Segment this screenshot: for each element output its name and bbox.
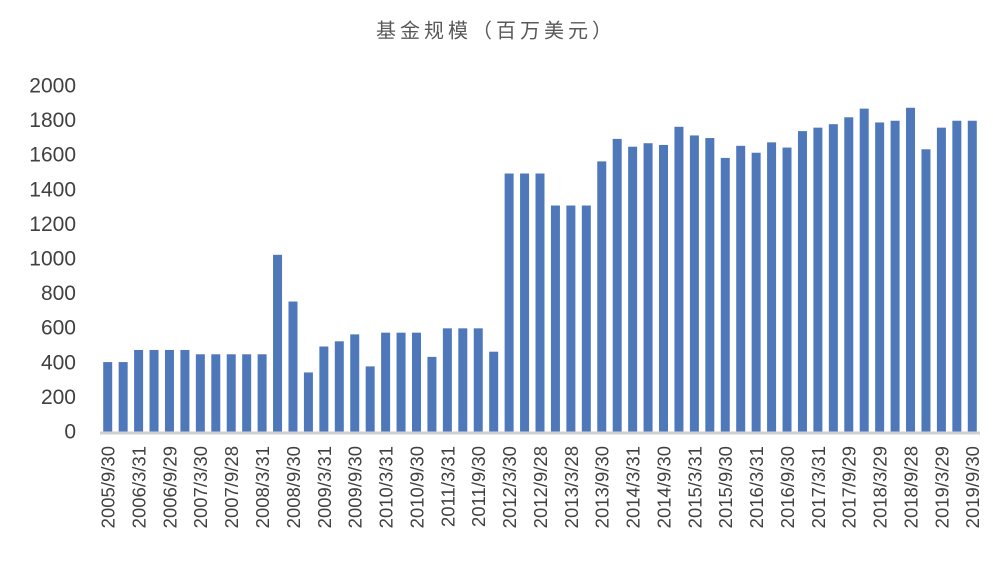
y-tick-label: 2000 (29, 75, 76, 98)
bar (659, 144, 669, 433)
x-tick-label: 2017/3/31 (808, 446, 829, 528)
bar (674, 126, 684, 433)
bar (427, 356, 437, 433)
x-tick-label: 2009/3/31 (314, 446, 335, 528)
x-tick-label: 2015/3/31 (684, 446, 705, 528)
x-tick-label: 2009/9/30 (345, 446, 366, 528)
x-tick-label: 2014/3/31 (623, 446, 644, 528)
bar (720, 157, 730, 433)
bar (211, 354, 221, 433)
x-tick-label: 2017/9/29 (839, 446, 860, 528)
bar (643, 143, 653, 433)
x-tick-label: 2008/3/31 (252, 446, 273, 528)
x-tick-label: 2016/3/31 (746, 446, 767, 528)
x-tick-label: 2014/9/30 (653, 446, 674, 528)
x-tick-label: 2006/9/29 (159, 446, 180, 528)
bar (242, 354, 252, 433)
bar (875, 122, 885, 433)
bar (334, 341, 344, 433)
x-tick-label: 2018/9/28 (900, 446, 921, 528)
x-tick-label: 2012/9/28 (530, 446, 551, 528)
bar (628, 146, 638, 433)
bar (118, 362, 128, 433)
y-tick-label: 1200 (29, 213, 76, 236)
x-tick-label: 2010/9/30 (406, 446, 427, 528)
bar (767, 142, 777, 434)
bar (195, 354, 205, 433)
bar (164, 349, 174, 433)
y-tick-label: 600 (41, 317, 76, 340)
bar (319, 346, 329, 433)
bar (442, 328, 452, 433)
y-tick-label: 200 (41, 386, 76, 409)
bar (473, 328, 483, 433)
bar (890, 120, 900, 434)
x-tick-label: 2011/3/31 (437, 446, 458, 527)
x-tick-label: 2007/9/28 (221, 446, 242, 528)
x-tick-label: 2019/3/29 (931, 446, 952, 528)
x-tick-label: 2019/9/30 (962, 446, 983, 528)
bar (844, 117, 854, 434)
bar (257, 354, 267, 433)
x-tick-label: 2011/9/30 (468, 446, 489, 527)
bar (705, 138, 715, 433)
x-tick-label: 2010/3/31 (376, 446, 397, 528)
bar (504, 173, 514, 433)
bar (303, 372, 313, 433)
bar (906, 107, 916, 433)
chart-title: 基金规模（百万美元） (376, 19, 616, 43)
bar (736, 145, 746, 433)
bar (751, 152, 761, 434)
bar (134, 349, 144, 433)
bar (797, 131, 807, 434)
bar (566, 205, 576, 433)
x-tick-label: 2008/9/30 (283, 446, 304, 528)
bar (782, 147, 792, 434)
y-tick-label: 1800 (29, 109, 76, 132)
bar (396, 332, 406, 433)
x-tick-label: 2007/3/30 (190, 446, 211, 528)
y-tick-label: 400 (41, 351, 76, 374)
x-tick-label: 2013/9/30 (592, 446, 613, 528)
bar (458, 328, 468, 433)
bar (103, 362, 113, 433)
bar (535, 173, 545, 433)
bar (813, 127, 823, 433)
bar (612, 138, 622, 433)
x-tick-label: 2005/9/30 (98, 446, 119, 528)
bar (365, 366, 375, 433)
x-tick-label: 2006/3/31 (128, 446, 149, 528)
x-tick-label: 2018/3/29 (870, 446, 891, 528)
bar (921, 149, 931, 433)
bar (689, 135, 699, 433)
y-tick-label: 1400 (29, 178, 76, 201)
bar (381, 332, 391, 433)
y-tick-label: 1600 (29, 144, 76, 167)
y-tick-label: 1000 (29, 248, 76, 271)
x-tick-label: 2016/9/30 (777, 446, 798, 528)
bar (859, 108, 869, 433)
bar (936, 127, 946, 433)
bar (967, 120, 977, 434)
bar (288, 301, 298, 433)
bar (597, 161, 607, 433)
bar (952, 120, 962, 434)
bar (350, 334, 360, 433)
y-tick-label: 800 (41, 282, 76, 305)
bar (550, 205, 560, 433)
x-tick-label: 2013/3/28 (561, 446, 582, 528)
x-tick-label: 2012/3/30 (499, 446, 520, 528)
bar (489, 351, 499, 433)
bar (273, 254, 283, 433)
bar (411, 332, 421, 433)
bar (149, 349, 159, 433)
bar (581, 205, 591, 433)
bar (828, 124, 838, 433)
bar (520, 173, 530, 433)
bar (180, 349, 190, 433)
x-tick-label: 2015/9/30 (715, 446, 736, 528)
y-tick-label: 0 (64, 421, 76, 444)
bar (226, 354, 236, 433)
